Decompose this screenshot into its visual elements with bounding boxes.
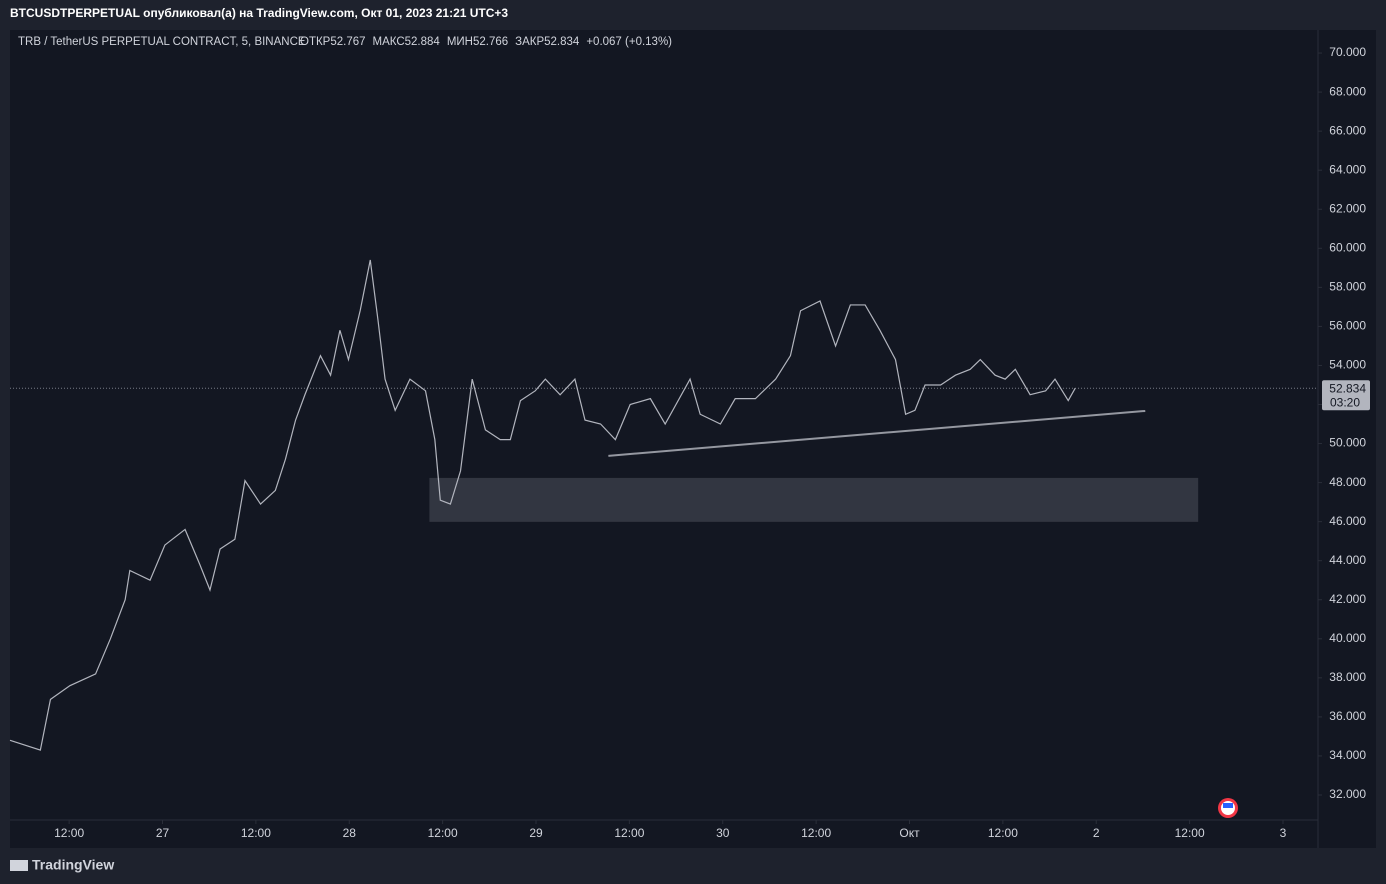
y-tick-label: 70.000 (1329, 45, 1366, 59)
y-tick-label: 34.000 (1329, 748, 1366, 762)
y-tick-label: 60.000 (1329, 240, 1366, 254)
brand-logo (10, 860, 28, 871)
zone (429, 477, 1199, 522)
plot-area (10, 30, 1376, 848)
y-tick-label: 50.000 (1329, 436, 1366, 450)
last-price-box (1322, 380, 1370, 411)
y-tick-label: 40.000 (1329, 631, 1366, 645)
x-tick-label: 30 (716, 826, 730, 840)
x-tick-label: 29 (529, 826, 543, 840)
y-tick-label: 32.000 (1329, 787, 1366, 801)
x-tick-label: 12:00 (988, 826, 1018, 840)
y-tick-label: 36.000 (1329, 709, 1366, 723)
symbol: TRB / TetherUS PERPETUAL CONTRACT, 5, BI… (18, 36, 306, 48)
price-line (9, 259, 1076, 751)
x-tick-label: 2 (1093, 826, 1100, 840)
x-tick-label: 3 (1280, 826, 1287, 840)
y-tick-label: 42.000 (1329, 592, 1366, 606)
last-price-label: 52.834 (1329, 381, 1366, 395)
x-tick-label: 12:00 (801, 826, 831, 840)
y-tick-label: 68.000 (1329, 84, 1366, 98)
y-tick-label: 56.000 (1329, 319, 1366, 333)
y-tick-label: 64.000 (1329, 162, 1366, 176)
ohlc-value: +0.067 (+0.13%) (586, 36, 672, 48)
ohlc-value: ЗАКР52.834 (515, 36, 580, 48)
event-icon-flag (1223, 803, 1233, 808)
x-tick-label: 12:00 (241, 826, 271, 840)
y-tick-label: 48.000 (1329, 475, 1366, 489)
x-tick-label: 27 (156, 826, 170, 840)
x-tick-label: 28 (343, 826, 357, 840)
x-tick-label: 12:00 (614, 826, 644, 840)
y-tick-label: 62.000 (1329, 201, 1366, 215)
y-tick-label: 46.000 (1329, 514, 1366, 528)
x-tick-label: 12:00 (428, 826, 458, 840)
countdown: 03:20 (1330, 395, 1360, 409)
ohlc-legend: ОТКР52.767 МАКС52.884 МИН52.766 ЗАКР52.834 +… (300, 36, 672, 48)
y-tick-label: 38.000 (1329, 670, 1366, 684)
y-tick-label: 66.000 (1329, 123, 1366, 137)
x-tick-label: 12:00 (1175, 826, 1205, 840)
header-title: BTCUSDTPERPETUAL опубликовал(а) на Tradi… (10, 6, 508, 20)
trendline (608, 409, 1146, 457)
x-tick-label: Окт (899, 826, 920, 840)
y-tick-label: 54.000 (1329, 358, 1366, 372)
ohlc-value: ОТКР52.767 (300, 36, 366, 48)
y-tick-label: 44.000 (1329, 553, 1366, 567)
y-tick-label: 58.000 (1329, 280, 1366, 294)
ohlc-value: МАКС52.884 (373, 36, 441, 48)
brand: TradingView (32, 857, 114, 873)
x-tick-label: 12:00 (54, 826, 84, 840)
ohlc-value: МИН52.766 (447, 36, 508, 48)
